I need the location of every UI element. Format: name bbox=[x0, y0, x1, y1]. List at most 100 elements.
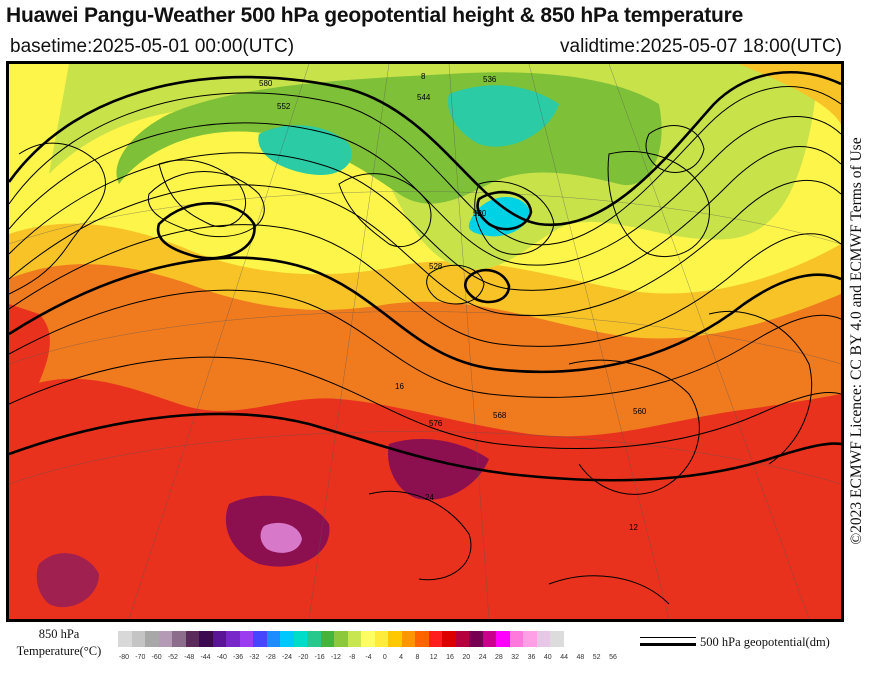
contour-legend-label: 500 hPa geopotential(dm) bbox=[700, 635, 830, 649]
thin-contour-sample bbox=[640, 637, 696, 638]
colorbar-tick-label: 8 bbox=[415, 654, 420, 661]
colorbar-tick-label: 24 bbox=[478, 654, 487, 661]
colorbar-tick-label: 20 bbox=[462, 654, 471, 661]
colorbar-tick-label: -44 bbox=[200, 654, 211, 661]
contour-label: 580 bbox=[259, 79, 273, 88]
colorbar-tick-label: 0 bbox=[382, 654, 387, 661]
colorbar-tick-label: -40 bbox=[216, 654, 227, 661]
legend-title-line1: 850 hPa bbox=[38, 627, 80, 641]
colorbar-tick-label: -16 bbox=[314, 654, 325, 661]
contour-label: 528 bbox=[429, 262, 443, 271]
colorbar-swatch bbox=[374, 631, 388, 647]
colorbar-tick-label: 48 bbox=[576, 654, 585, 661]
polar-cold-3 bbox=[468, 197, 530, 237]
colorbar-tick-label: -32 bbox=[249, 654, 260, 661]
colorbar-tick-label: 16 bbox=[446, 654, 454, 661]
west-hot bbox=[9, 304, 50, 464]
colorbar-swatch bbox=[293, 631, 307, 647]
colorbar-swatch bbox=[131, 631, 145, 647]
contour-label: 520 bbox=[473, 209, 487, 218]
colorbar-swatch bbox=[239, 631, 253, 647]
colorbar-swatch bbox=[212, 631, 226, 647]
colorbar-tick-label: -4 bbox=[365, 654, 372, 661]
colorbar-swatch bbox=[523, 631, 537, 647]
legend-title-line2: Temperature(°C) bbox=[16, 644, 102, 658]
contour-label: 536 bbox=[483, 75, 497, 84]
colorbar-swatch bbox=[226, 631, 240, 647]
colorbar-swatch bbox=[307, 631, 321, 647]
colorbar-tick-label: -28 bbox=[265, 654, 276, 661]
colorbar-tick-label: -52 bbox=[167, 654, 178, 661]
colorbar-tick-label: -60 bbox=[151, 654, 162, 661]
colorbar-swatch bbox=[469, 631, 483, 647]
hot-core-sw bbox=[36, 553, 99, 608]
colorbar-swatch bbox=[388, 631, 402, 647]
legend-title: 850 hPa Temperature(°C) bbox=[4, 626, 114, 660]
colorbar-swatch bbox=[172, 631, 186, 647]
colorbar-tick-label: 52 bbox=[592, 654, 601, 661]
colorbar-swatch bbox=[334, 631, 348, 647]
colorbar-swatch bbox=[361, 631, 375, 647]
thick-contour-sample bbox=[640, 643, 696, 646]
license-label: ©2023 ECMWF Licence: CC BY 4.0 and ECMWF… bbox=[848, 137, 865, 545]
contour-label: 552 bbox=[277, 102, 291, 111]
thin-contours bbox=[9, 86, 841, 450]
colorbar-tick-label: -24 bbox=[281, 654, 293, 661]
validtime-label: validtime:2025-05-07 18:00(UTC) bbox=[560, 36, 842, 57]
colorbar-swatch bbox=[185, 631, 199, 647]
colorbar-swatch bbox=[401, 631, 415, 647]
colorbar-swatch bbox=[415, 631, 429, 647]
colorbar-tick-label: -80 bbox=[118, 654, 130, 661]
colorbar-tick-label: 56 bbox=[609, 654, 617, 661]
contour-label: 560 bbox=[633, 407, 647, 416]
contour-label: 12 bbox=[629, 523, 638, 532]
extreme-hot-core bbox=[260, 522, 302, 553]
colorbar-tick-label: 28 bbox=[494, 654, 503, 661]
colorbar-tick-label: -8 bbox=[349, 654, 356, 661]
license-text: ©2023 ECMWF Licence: CC BY 4.0 and ECMWF… bbox=[842, 66, 870, 616]
colorbar-tick-label: -12 bbox=[330, 654, 341, 661]
coastlines bbox=[9, 142, 813, 605]
colorbar-swatch bbox=[118, 631, 132, 647]
contour-label: 8 bbox=[421, 72, 426, 81]
colorbar-tick-label: 40 bbox=[543, 654, 552, 661]
colorbar-swatch bbox=[280, 631, 294, 647]
colorbar-swatch bbox=[347, 631, 361, 647]
colorbar-swatch bbox=[496, 631, 510, 647]
colorbar-tick-label: -20 bbox=[298, 654, 309, 661]
colorbar-swatch bbox=[253, 631, 267, 647]
colorbar-swatch bbox=[428, 631, 442, 647]
colorbar-swatch bbox=[442, 631, 456, 647]
colorbar-tick-label: -48 bbox=[184, 654, 195, 661]
colorbar-swatch bbox=[509, 631, 523, 647]
colorbar-swatch bbox=[320, 631, 334, 647]
forecast-map: 580 552 8 544 536 520 528 560 16 576 568… bbox=[6, 61, 844, 622]
colorbar-tick-label: -36 bbox=[233, 654, 244, 661]
contour-label-group: 580 552 8 544 536 520 528 560 16 576 568… bbox=[259, 72, 647, 532]
map-canvas: 580 552 8 544 536 520 528 560 16 576 568… bbox=[9, 64, 841, 619]
colorbar-swatch bbox=[199, 631, 213, 647]
colorbar-tick-label: 12 bbox=[429, 654, 438, 661]
colorbar-swatch bbox=[536, 631, 550, 647]
colorbar-swatch bbox=[145, 631, 159, 647]
contour-label: 576 bbox=[429, 419, 443, 428]
temperature-colorbar bbox=[118, 631, 564, 647]
colorbar-swatch bbox=[550, 631, 564, 647]
thick-contours bbox=[9, 71, 841, 482]
contour-label: 16 bbox=[395, 382, 404, 391]
polar-cold-1 bbox=[258, 125, 352, 175]
contour-label: 544 bbox=[417, 93, 431, 102]
basetime-label: basetime:2025-05-01 00:00(UTC) bbox=[10, 36, 295, 57]
ne-warm bbox=[739, 64, 841, 124]
chart-title: Huawei Pangu-Weather 500 hPa geopotentia… bbox=[6, 4, 744, 27]
colorbar-tick-label: 44 bbox=[560, 654, 568, 661]
colorbar-tick-label: 36 bbox=[527, 654, 536, 661]
colorbar-swatch bbox=[455, 631, 469, 647]
graticule bbox=[9, 64, 841, 619]
colorbar-swatch bbox=[266, 631, 280, 647]
colorbar-swatch bbox=[158, 631, 172, 647]
contour-label: 568 bbox=[493, 411, 507, 420]
colorbar-tick-label: -70 bbox=[135, 654, 146, 661]
colorbar-tick-label: 4 bbox=[399, 654, 404, 661]
colorbar-swatch bbox=[482, 631, 496, 647]
